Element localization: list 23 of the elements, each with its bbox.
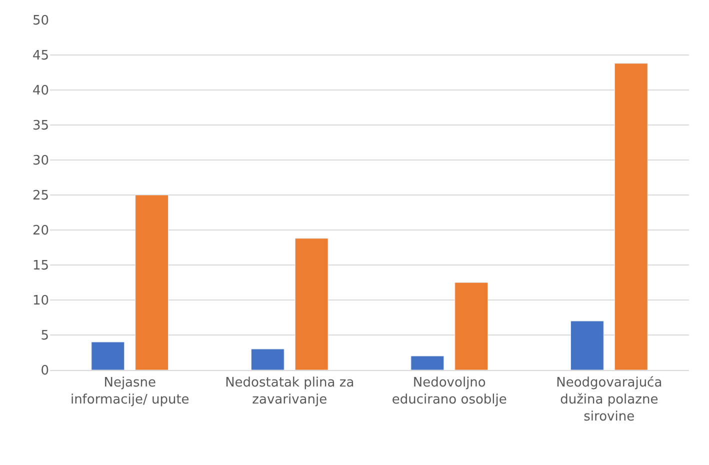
y-tick-label: 20	[32, 224, 49, 239]
bar	[294, 238, 328, 370]
y-tick-label: 35	[32, 118, 49, 134]
bar	[614, 63, 648, 370]
y-tick-label: 5	[40, 328, 49, 344]
y-tick-label: 10	[32, 294, 49, 309]
y-tick-label: 50	[32, 14, 49, 29]
bar	[454, 282, 488, 370]
x-tick-label: Nejasne informacije/ upute	[70, 376, 190, 408]
y-tick-label: 25	[32, 188, 49, 204]
y-tick-label: 45	[32, 48, 49, 64]
bar	[410, 356, 444, 370]
y-tick-label: 40	[32, 84, 49, 99]
bar	[135, 194, 169, 370]
bar	[570, 320, 604, 370]
bar	[250, 348, 284, 370]
y-tick-label: 0	[40, 364, 49, 379]
x-tick-label: Nedostatak plina za zavarivanje	[225, 376, 354, 408]
x-tick-label: Nedovoljno educirano osoblje	[392, 376, 507, 408]
bar	[91, 342, 125, 370]
y-tick-label: 30	[32, 154, 49, 169]
y-tick-label: 15	[32, 258, 49, 274]
x-tick-label: Neodgovarajuća dužina polazne sirovine	[556, 376, 662, 424]
